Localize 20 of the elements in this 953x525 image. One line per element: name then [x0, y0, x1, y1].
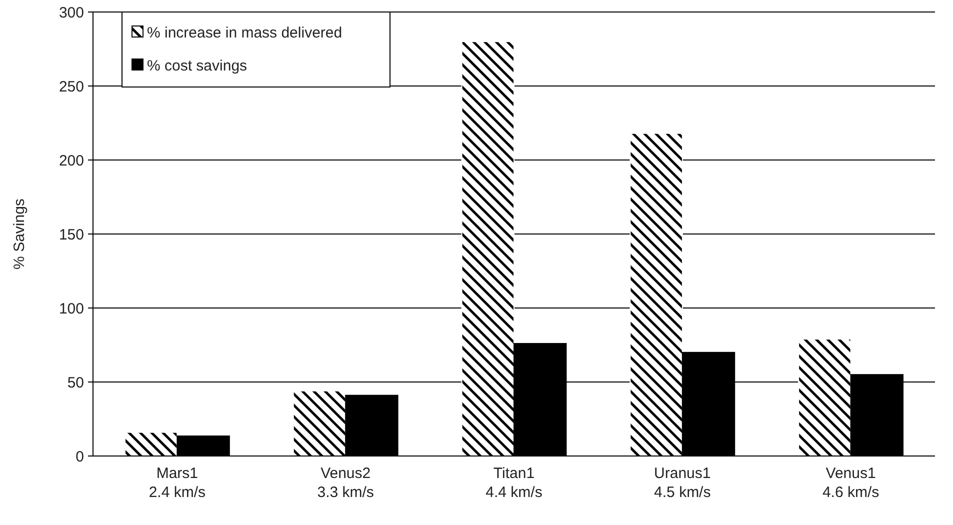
- x-tick-label: Venus1 4.6 km/s: [822, 465, 880, 501]
- y-tick-label: 300: [58, 4, 84, 22]
- y-tick-label: 0: [76, 448, 84, 466]
- y-tick-label: 100: [58, 300, 84, 318]
- y-tick-label: 150: [58, 226, 84, 244]
- x-tick-label: Mars1 2.4 km/s: [148, 465, 206, 501]
- x-tick-label: Uranus1 4.5 km/s: [654, 465, 711, 501]
- legend-label: % increase in mass delivered: [147, 24, 342, 42]
- bar: [630, 132, 683, 456]
- legend-label: % cost savings: [147, 57, 248, 74]
- x-tick-label: Titan1 4.4 km/s: [486, 465, 542, 501]
- bar: [461, 41, 514, 456]
- bar: [124, 432, 178, 456]
- y-tick-label: 200: [58, 152, 84, 170]
- y-axis-title: % Savings: [11, 198, 28, 270]
- bar: [798, 338, 852, 456]
- y-tick-label: 50: [67, 374, 84, 392]
- y-tick-label: 250: [58, 78, 84, 96]
- x-tick-label: Venus2 3.3 km/s: [317, 465, 374, 501]
- bar: [292, 390, 346, 456]
